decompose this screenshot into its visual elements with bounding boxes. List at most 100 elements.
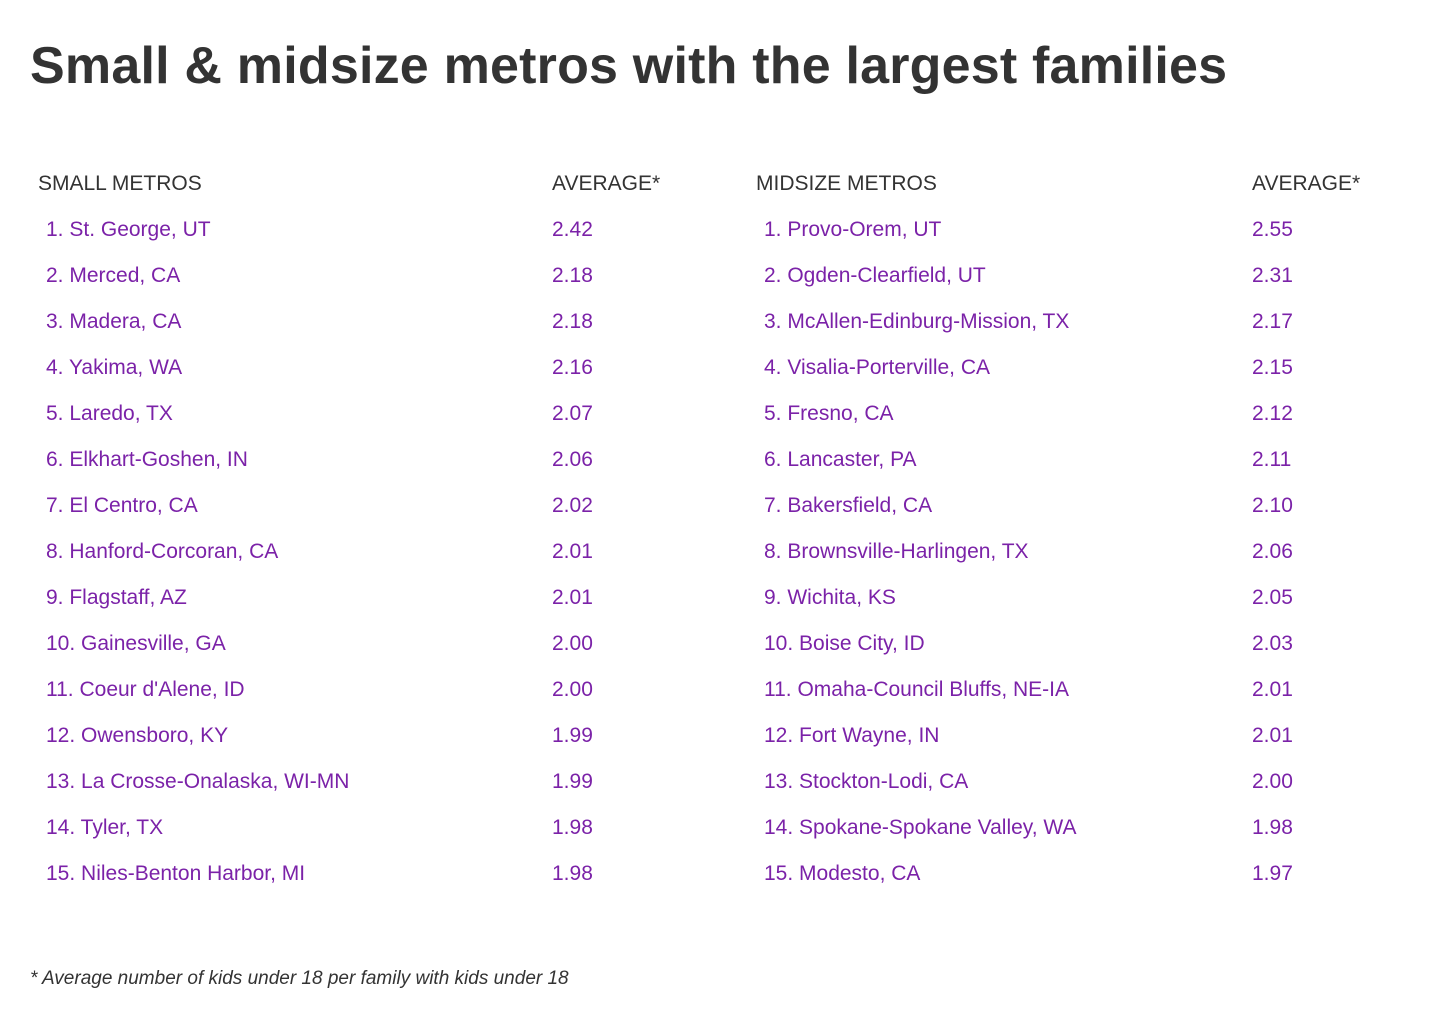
metro-name: 1. Provo-Orem, UT xyxy=(764,218,942,241)
metro-name: 11. Omaha-Council Bluffs, NE-IA xyxy=(764,678,1070,701)
metro-name: 14. Tyler, TX xyxy=(46,816,164,839)
average-value: 1.98 xyxy=(552,816,593,839)
average-value: 2.03 xyxy=(1252,632,1293,655)
average-value: 2.42 xyxy=(552,218,593,241)
table-row: 12. Owensboro, KY 1.99 xyxy=(38,708,688,754)
table-row: 5. Laredo, TX 2.07 xyxy=(38,386,688,432)
average-value: 1.98 xyxy=(552,862,593,885)
metro-name: 8. Hanford-Corcoran, CA xyxy=(46,540,279,563)
metro-name: 6. Lancaster, PA xyxy=(764,448,917,471)
average-value: 1.97 xyxy=(1252,862,1293,885)
metro-name: 5. Laredo, TX xyxy=(46,402,173,425)
table-row: 15. Modesto, CA 1.97 xyxy=(756,846,1406,892)
average-value: 2.06 xyxy=(1252,540,1293,563)
average-value: 2.01 xyxy=(1252,724,1293,747)
average-value: 2.55 xyxy=(1252,218,1293,241)
table-row: 9. Flagstaff, AZ 2.01 xyxy=(38,570,688,616)
average-value: 2.10 xyxy=(1252,494,1293,517)
metro-name: 9. Flagstaff, AZ xyxy=(46,586,187,609)
footnote: * Average number of kids under 18 per fa… xyxy=(30,968,569,989)
table-row: 10. Gainesville, GA 2.00 xyxy=(38,616,688,662)
metro-name: 2. Ogden-Clearfield, UT xyxy=(764,264,986,287)
metro-name: 10. Gainesville, GA xyxy=(46,632,226,655)
column-header-metro: SMALL METROS xyxy=(38,172,202,195)
table-row: 1. St. George, UT 2.42 xyxy=(38,202,688,248)
average-value: 2.06 xyxy=(552,448,593,471)
average-value: 2.01 xyxy=(1252,678,1293,701)
table-row: 11. Coeur d'Alene, ID 2.00 xyxy=(38,662,688,708)
page-title: Small & midsize metros with the largest … xyxy=(30,37,1228,95)
metro-name: 5. Fresno, CA xyxy=(764,402,894,425)
table-row: 12. Fort Wayne, IN 2.01 xyxy=(756,708,1406,754)
column-header-metro: MIDSIZE METROS xyxy=(756,172,937,195)
metro-name: 3. McAllen-Edinburg-Mission, TX xyxy=(764,310,1070,333)
table-header: SMALL METROS AVERAGE* xyxy=(38,168,688,202)
table-row: 9. Wichita, KS 2.05 xyxy=(756,570,1406,616)
table-row: 11. Omaha-Council Bluffs, NE-IA 2.01 xyxy=(756,662,1406,708)
table-row: 10. Boise City, ID 2.03 xyxy=(756,616,1406,662)
metro-name: 15. Modesto, CA xyxy=(764,862,921,885)
metro-name: 2. Merced, CA xyxy=(46,264,181,287)
average-value: 2.07 xyxy=(552,402,593,425)
metro-name: 8. Brownsville-Harlingen, TX xyxy=(764,540,1029,563)
metro-name: 15. Niles-Benton Harbor, MI xyxy=(46,862,306,885)
average-value: 2.01 xyxy=(552,540,593,563)
average-value: 2.05 xyxy=(1252,586,1293,609)
table-row: 2. Ogden-Clearfield, UT 2.31 xyxy=(756,248,1406,294)
average-value: 1.99 xyxy=(552,770,593,793)
average-value: 1.98 xyxy=(1252,816,1293,839)
average-value: 2.00 xyxy=(1252,770,1293,793)
table-row: 6. Lancaster, PA 2.11 xyxy=(756,432,1406,478)
metro-name: 12. Fort Wayne, IN xyxy=(764,724,940,747)
average-value: 2.12 xyxy=(1252,402,1293,425)
average-value: 2.17 xyxy=(1252,310,1293,333)
average-value: 2.16 xyxy=(552,356,593,379)
table-row: 13. Stockton-Lodi, CA 2.00 xyxy=(756,754,1406,800)
table-row: 8. Hanford-Corcoran, CA 2.01 xyxy=(38,524,688,570)
table-row: 14. Tyler, TX 1.98 xyxy=(38,800,688,846)
metro-name: 7. Bakersfield, CA xyxy=(764,494,933,517)
column-header-average: AVERAGE* xyxy=(1252,172,1361,195)
table-row: 4. Yakima, WA 2.16 xyxy=(38,340,688,386)
table-row: 7. El Centro, CA 2.02 xyxy=(38,478,688,524)
metro-name: 7. El Centro, CA xyxy=(46,494,198,517)
metro-name: 4. Visalia-Porterville, CA xyxy=(764,356,991,379)
metro-name: 13. La Crosse-Onalaska, WI-MN xyxy=(46,770,350,793)
metro-name: 11. Coeur d'Alene, ID xyxy=(46,678,245,701)
average-value: 2.31 xyxy=(1252,264,1293,287)
table-row: 3. McAllen-Edinburg-Mission, TX 2.17 xyxy=(756,294,1406,340)
metro-name: 6. Elkhart-Goshen, IN xyxy=(46,448,248,471)
table-row: 2. Merced, CA 2.18 xyxy=(38,248,688,294)
midsize-metros-rows: 1. Provo-Orem, UT 2.55 2. Ogden-Clearfield… xyxy=(756,202,1406,892)
midsize-metros-table: MIDSIZE METROS AVERAGE* 1. Provo-Orem, U… xyxy=(756,168,1406,892)
table-header: MIDSIZE METROS AVERAGE* xyxy=(756,168,1406,202)
metro-name: 9. Wichita, KS xyxy=(764,586,896,609)
table-row: 6. Elkhart-Goshen, IN 2.06 xyxy=(38,432,688,478)
table-row: 8. Brownsville-Harlingen, TX 2.06 xyxy=(756,524,1406,570)
table-row: 4. Visalia-Porterville, CA 2.15 xyxy=(756,340,1406,386)
metro-name: 12. Owensboro, KY xyxy=(46,724,229,747)
average-value: 2.18 xyxy=(552,310,593,333)
table-row: 3. Madera, CA 2.18 xyxy=(38,294,688,340)
average-value: 2.00 xyxy=(552,678,593,701)
metro-name: 13. Stockton-Lodi, CA xyxy=(764,770,969,793)
average-value: 2.18 xyxy=(552,264,593,287)
table-row: 7. Bakersfield, CA 2.10 xyxy=(756,478,1406,524)
metro-name: 3. Madera, CA xyxy=(46,310,182,333)
metro-name: 4. Yakima, WA xyxy=(46,356,183,379)
small-metros-rows: 1. St. George, UT 2.42 2. Merced, CA 2.18 3.… xyxy=(38,202,688,892)
table-row: 1. Provo-Orem, UT 2.55 xyxy=(756,202,1406,248)
average-value: 2.01 xyxy=(552,586,593,609)
average-value: 2.00 xyxy=(552,632,593,655)
table-row: 14. Spokane-Spokane Valley, WA 1.98 xyxy=(756,800,1406,846)
average-value: 2.15 xyxy=(1252,356,1293,379)
small-metros-table: SMALL METROS AVERAGE* 1. St. George, UT 2… xyxy=(38,168,688,892)
metro-name: 14. Spokane-Spokane Valley, WA xyxy=(764,816,1077,839)
table-row: 13. La Crosse-Onalaska, WI-MN 1.99 xyxy=(38,754,688,800)
table-row: 15. Niles-Benton Harbor, MI 1.98 xyxy=(38,846,688,892)
average-value: 2.11 xyxy=(1252,448,1292,471)
column-header-average: AVERAGE* xyxy=(552,172,661,195)
metro-name: 10. Boise City, ID xyxy=(764,632,925,655)
metro-name: 1. St. George, UT xyxy=(46,218,211,241)
average-value: 2.02 xyxy=(552,494,593,517)
